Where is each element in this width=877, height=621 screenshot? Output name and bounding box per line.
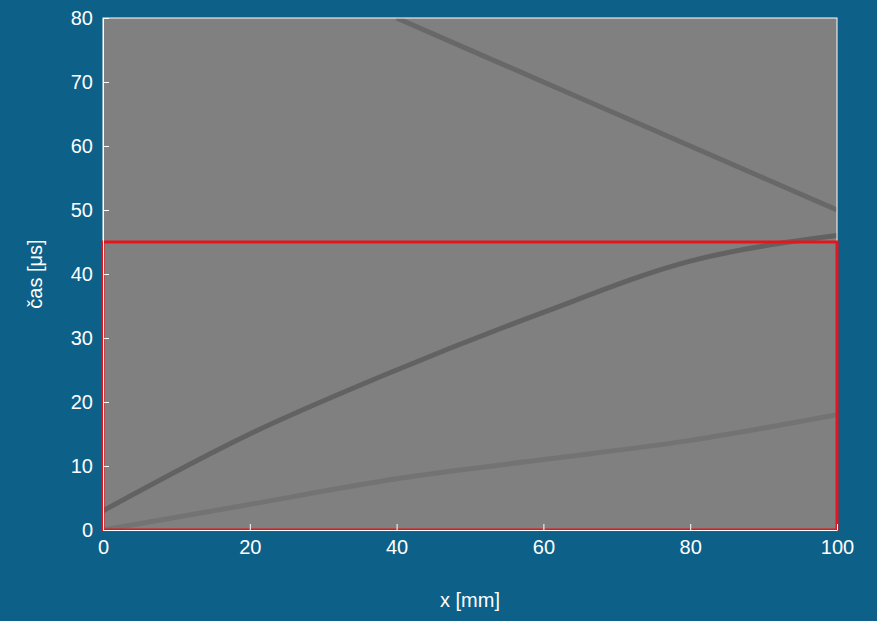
tick-label: 10 xyxy=(71,455,93,477)
tick: 80 xyxy=(71,7,109,29)
plot-area xyxy=(103,18,837,530)
y-axis: 0 10 20 30 40 50 60 70 80 xyxy=(71,7,109,541)
tick-mark xyxy=(103,274,109,275)
wave-front xyxy=(397,18,837,210)
tick-label: 0 xyxy=(82,519,93,541)
tick-mark xyxy=(103,18,109,19)
y-axis-title: čas [μs] xyxy=(24,239,46,308)
tick-mark xyxy=(250,524,251,530)
tick-label: 70 xyxy=(71,71,93,93)
tick-mark xyxy=(103,530,109,531)
tick-label: 20 xyxy=(71,391,93,413)
tick: 30 xyxy=(71,327,109,349)
tick-mark xyxy=(103,466,109,467)
tick: 100 xyxy=(821,524,854,558)
image-background xyxy=(103,18,837,530)
tick-mark xyxy=(837,524,838,530)
tick-label: 20 xyxy=(239,536,261,558)
tick-label: 80 xyxy=(71,7,93,29)
tick: 0 xyxy=(82,519,109,541)
tick: 60 xyxy=(533,524,555,558)
x-axis: 0 20 40 60 80 100 xyxy=(98,524,854,558)
tick-mark xyxy=(690,524,691,530)
axis-line xyxy=(104,530,838,531)
tick-mark xyxy=(103,402,109,403)
tick: 50 xyxy=(71,199,109,221)
tick: 20 xyxy=(239,524,261,558)
tick-label: 50 xyxy=(71,199,93,221)
tick-label: 40 xyxy=(386,536,408,558)
tick: 10 xyxy=(71,455,109,477)
tick-label: 60 xyxy=(533,536,555,558)
tick-mark xyxy=(397,524,398,530)
tick-label: 30 xyxy=(71,327,93,349)
tick-mark xyxy=(543,524,544,530)
tick: 20 xyxy=(71,391,109,413)
plot-frame xyxy=(103,18,837,530)
tick-label: 60 xyxy=(71,135,93,157)
tick: 60 xyxy=(71,135,109,157)
tick: 40 xyxy=(71,263,109,285)
tick-label: 100 xyxy=(821,536,854,558)
tick-mark xyxy=(103,210,109,211)
tick-mark xyxy=(103,338,109,339)
tick: 40 xyxy=(386,524,408,558)
highlight-rect xyxy=(103,242,837,530)
tick-mark xyxy=(103,82,109,83)
tick-label: 0 xyxy=(98,536,109,558)
x-axis-title: x [mm] xyxy=(440,589,500,611)
tick-label: 40 xyxy=(71,263,93,285)
chart: 0 20 40 60 80 100 0 10 20 30 40 50 60 70 80 x [mm] čas [… xyxy=(0,0,877,621)
tick-mark xyxy=(103,146,109,147)
wave-front xyxy=(103,415,837,530)
tick: 80 xyxy=(680,524,702,558)
tick-label: 80 xyxy=(680,536,702,558)
tick: 70 xyxy=(71,71,109,93)
